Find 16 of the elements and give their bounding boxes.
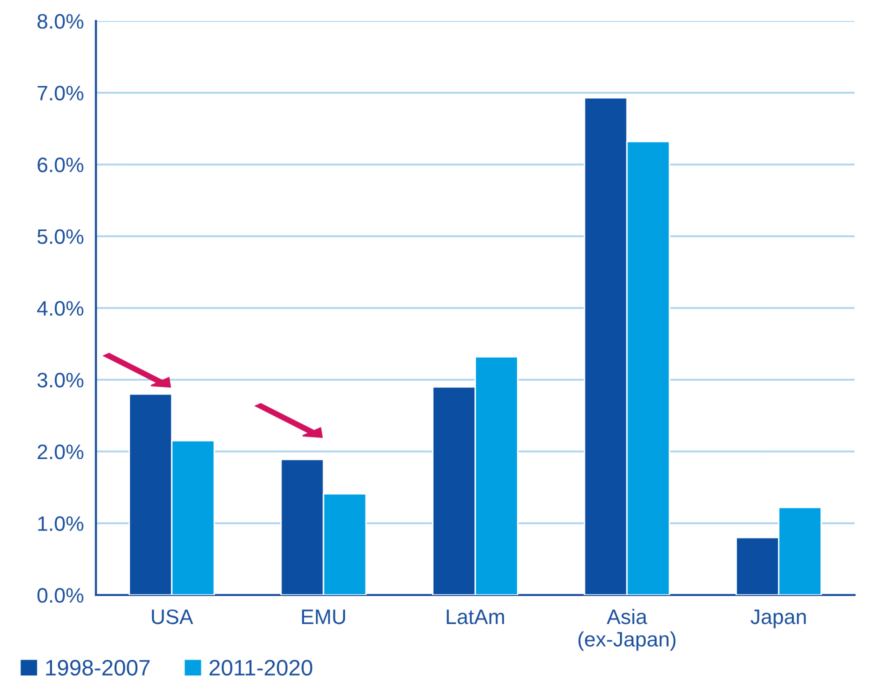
y-tick-label: 2.0%	[38, 444, 84, 460]
y-tick-label: 7.0%	[38, 86, 84, 101]
y-tick-label: 5.0%	[37, 229, 84, 244]
y-tick-label: 3.0%	[37, 372, 84, 388]
x-tick-label: Asia (ex-Japan)	[578, 608, 676, 651]
y-tick-label: 4.0%	[37, 301, 84, 316]
legend-label: 1998-2007	[46, 660, 150, 676]
x-tick-label: Japan	[750, 610, 806, 628]
x-tick-label: USA	[152, 609, 194, 624]
x-tick-label: EMU	[302, 610, 346, 624]
y-tick-label: 1.0%	[38, 516, 84, 532]
legend-label: 2011-2020	[210, 660, 312, 676]
y-tick-label: 0.0%	[37, 588, 84, 603]
y-tick-label: 8.0%	[38, 14, 84, 29]
y-tick-label: 6.0%	[38, 158, 84, 172]
x-tick-label: LatAm	[446, 610, 504, 624]
